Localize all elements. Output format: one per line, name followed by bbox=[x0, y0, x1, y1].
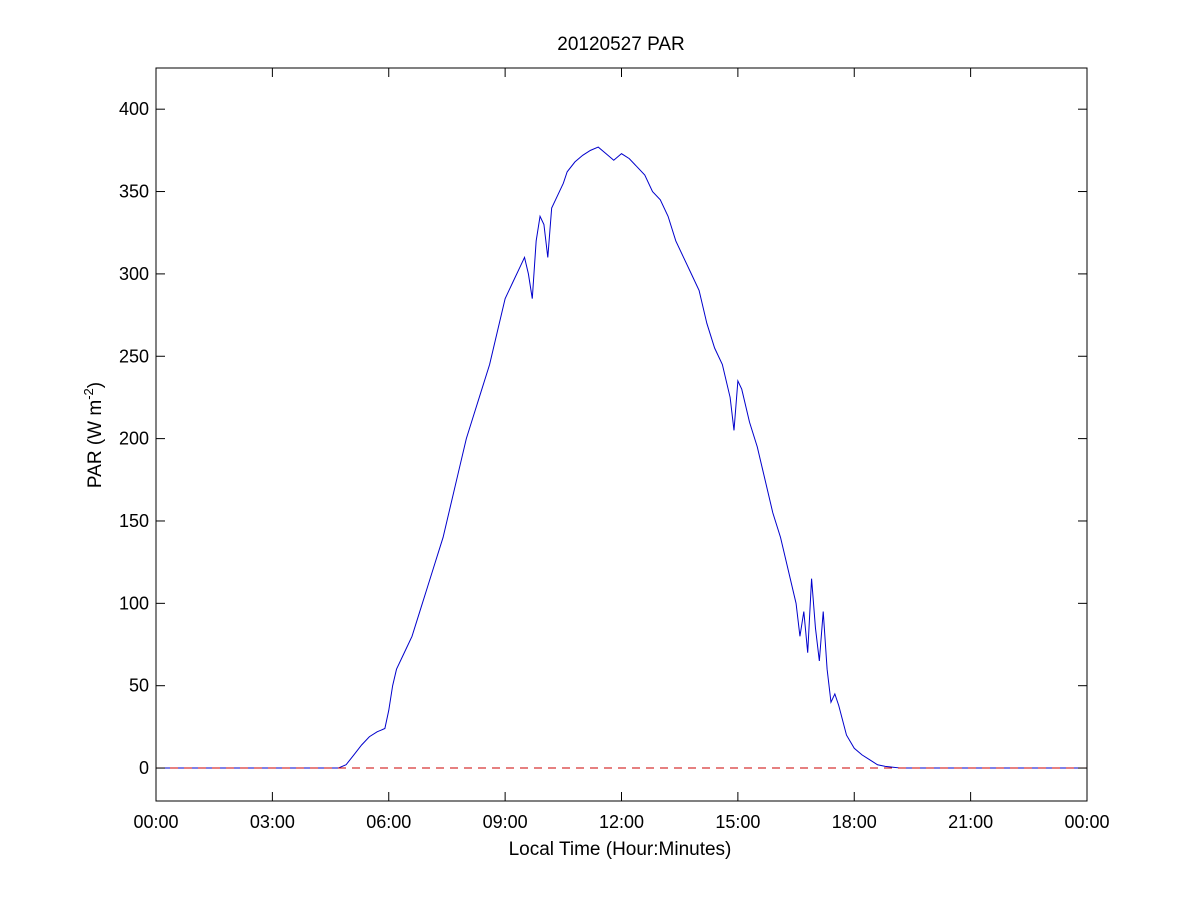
x-tick-label: 21:00 bbox=[948, 812, 993, 832]
chart-title: 20120527 PAR bbox=[557, 34, 684, 55]
plot-area bbox=[156, 68, 1087, 801]
y-axis-label-close: ) bbox=[85, 382, 106, 388]
y-tick-label: 200 bbox=[119, 429, 149, 449]
y-axis-label-superscript: -2 bbox=[81, 388, 96, 400]
x-tick-label: 12:00 bbox=[599, 812, 644, 832]
y-tick-label: 0 bbox=[139, 758, 149, 778]
y-tick-label: 150 bbox=[119, 511, 149, 531]
y-tick-label: 250 bbox=[119, 346, 149, 366]
y-tick-label: 50 bbox=[129, 676, 149, 696]
y-axis-label-base: PAR (W m bbox=[85, 400, 106, 488]
x-tick-label: 03:00 bbox=[250, 812, 295, 832]
x-tick-label: 15:00 bbox=[715, 812, 760, 832]
x-tick-label: 09:00 bbox=[483, 812, 528, 832]
y-tick-label: 100 bbox=[119, 593, 149, 613]
y-tick-label: 300 bbox=[119, 264, 149, 284]
par-series-line bbox=[156, 146, 1087, 769]
x-axis-label: Local Time (Hour:Minutes) bbox=[509, 839, 732, 860]
series-layer bbox=[156, 146, 1087, 769]
x-tick-label: 06:00 bbox=[366, 812, 411, 832]
y-axis-label: PAR (W m-2) bbox=[81, 382, 106, 488]
x-tick-label: 00:00 bbox=[1064, 812, 1109, 832]
x-tick-label: 00:00 bbox=[133, 812, 178, 832]
x-tick-label: 18:00 bbox=[832, 812, 877, 832]
y-tick-label: 400 bbox=[119, 99, 149, 119]
y-tick-label: 350 bbox=[119, 182, 149, 202]
ticks-layer: 00:00 03:00 06:00 09:00 12:00 15:00 18:00 21:00… bbox=[119, 68, 1110, 832]
